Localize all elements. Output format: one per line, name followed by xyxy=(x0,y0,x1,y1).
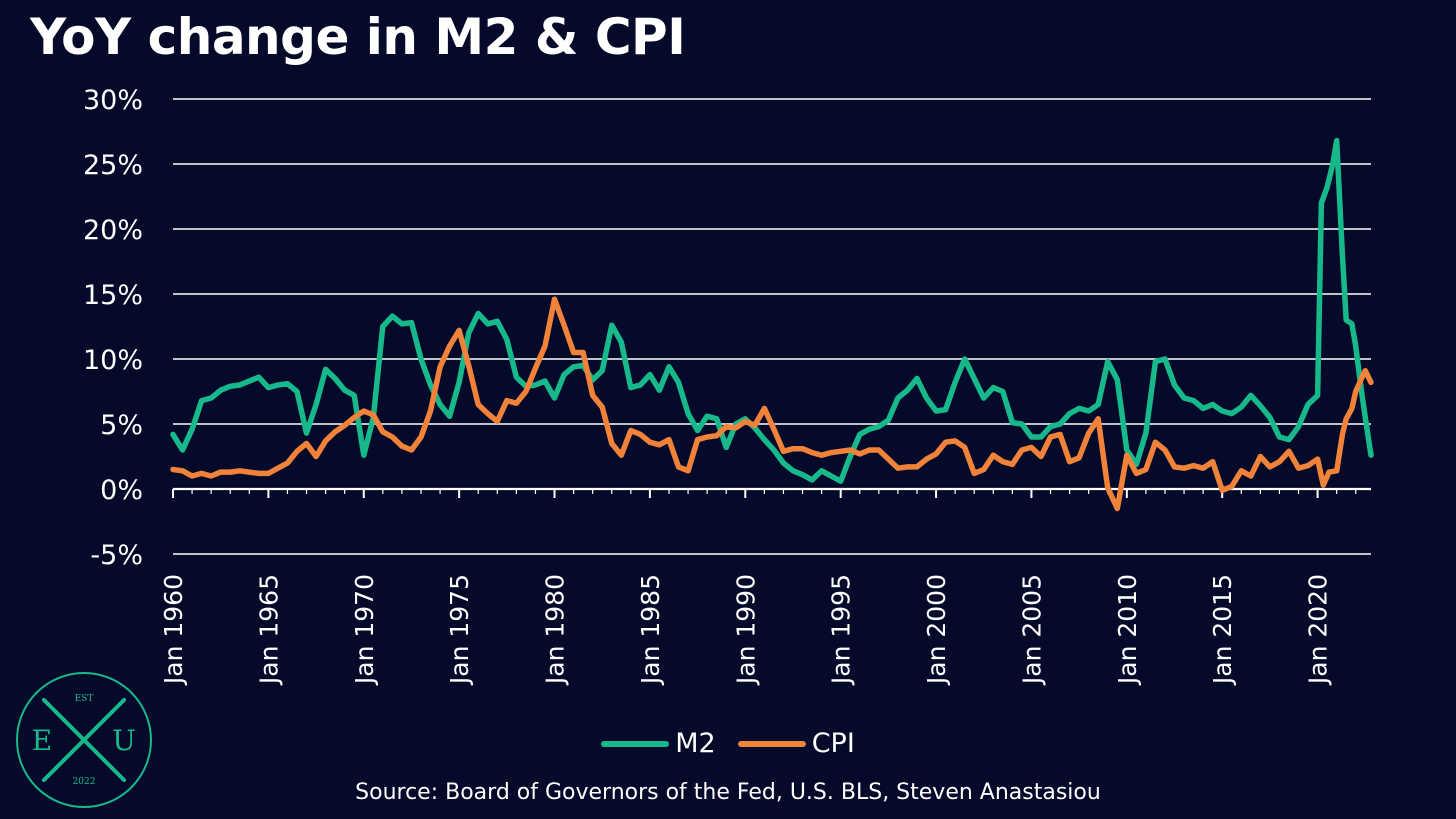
exu-logo: EST E U 2022 xyxy=(16,672,152,808)
gridlines xyxy=(173,98,1371,555)
x-tick-label: Jan 1980 xyxy=(541,574,570,686)
x-tick-label: Jan 1985 xyxy=(636,574,665,686)
y-tick-label: 10% xyxy=(83,345,143,376)
x-tick-label: Jan 2015 xyxy=(1208,574,1237,686)
series-line-cpi xyxy=(170,296,1374,512)
y-tick-label: 15% xyxy=(83,280,143,311)
legend-swatch-m2 xyxy=(601,740,670,747)
y-tick-label: 25% xyxy=(83,150,143,181)
x-tick-label: Jan 1965 xyxy=(254,574,283,686)
x-tick-label: Jan 2020 xyxy=(1304,574,1333,686)
x-tick-label: Jan 2010 xyxy=(1113,574,1142,686)
logo-text-est: EST xyxy=(75,694,94,704)
source-note: Source: Board of Governors of the Fed, U… xyxy=(355,780,1101,805)
x-tick-label: Jan 1970 xyxy=(350,574,379,686)
legend-swatch-cpi xyxy=(737,740,806,747)
legend-item-cpi: CPI xyxy=(737,728,855,759)
x-tick-label: Jan 1995 xyxy=(827,574,856,686)
y-tick-label: 20% xyxy=(83,215,143,246)
chart-title: YoY change in M2 & CPI xyxy=(30,8,686,66)
x-tick-label: Jan 1975 xyxy=(445,574,474,686)
y-tick-label: 30% xyxy=(83,85,143,116)
legend-label-cpi: CPI xyxy=(811,728,855,759)
legend-item-m2: M2 xyxy=(601,728,716,759)
x-tick-label: Jan 1990 xyxy=(731,574,760,686)
series-lines xyxy=(170,137,1374,512)
legend-label-m2: M2 xyxy=(675,728,716,759)
x-tick-label: Jan 1960 xyxy=(159,574,188,686)
x-tick-label: Jan 2005 xyxy=(1017,574,1046,686)
y-axis-tick-labels: -5% 0% 5% 10% 15% 20% 25% 30% xyxy=(83,85,143,571)
y-tick-label: -5% xyxy=(90,540,143,571)
x-tick-label: Jan 2000 xyxy=(922,574,951,686)
logo-text-e: E xyxy=(32,724,52,757)
y-tick-label: 0% xyxy=(100,475,143,506)
series-line-m2 xyxy=(170,137,1374,484)
logo-text-year: 2022 xyxy=(73,777,96,787)
legend: M2 CPI xyxy=(0,728,1456,759)
x-axis: Jan 1960 Jan 1965 Jan 1970 Jan 1975 Jan 1980… xyxy=(159,487,1371,686)
logo-text-u: U xyxy=(112,724,136,757)
y-tick-label: 5% xyxy=(100,410,143,441)
